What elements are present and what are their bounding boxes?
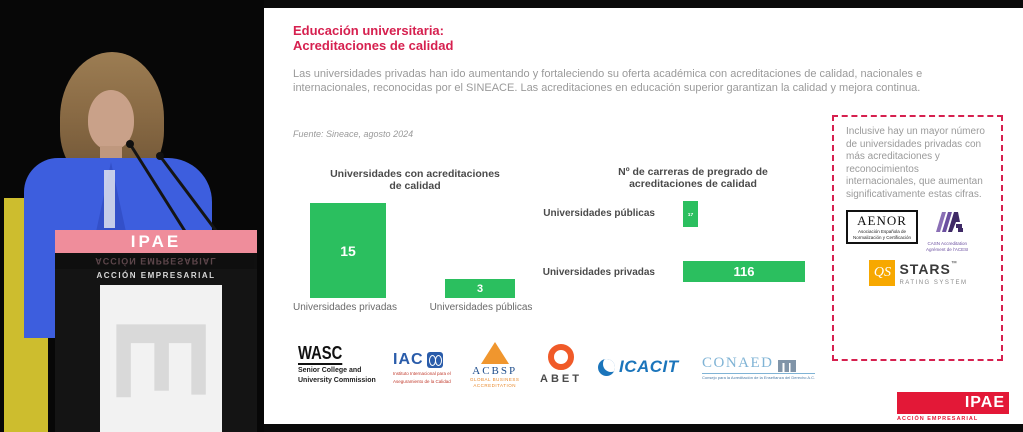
chart2-label-privadas: Universidades privadas	[542, 267, 655, 278]
presentation-slide: Educación universitaria: Acreditaciones …	[264, 8, 1023, 424]
callout-note-box: Inclusive hay un mayor número de univers…	[832, 115, 1003, 361]
speaker-lanyard	[104, 170, 115, 228]
acbsp-logo: ACBSP GLOBAL BUSINESS ACCREDITATION	[470, 342, 519, 388]
qs-stars-logo: QS STARS™ RATING SYSTEM	[846, 260, 991, 286]
slide-source: Fuente: Sineace, agosto 2024	[293, 129, 414, 139]
podium-glyph: E	[100, 315, 222, 402]
speaker-face	[88, 90, 134, 150]
acbsp-sunburst-icon	[480, 342, 509, 364]
ipae-footer-subtitle: ACCIÓN EMPRESARIAL	[897, 416, 979, 422]
iac-wordmark: IAC	[393, 351, 424, 368]
qs-rating-system-label: RATING SYSTEM	[899, 279, 968, 286]
casn-logo: CASN Accreditation Agrément de l'ACESI	[926, 210, 968, 252]
slide-title: Educación universitaria: Acreditaciones …	[293, 23, 453, 53]
qs-square-icon: QS	[869, 260, 896, 286]
chart1-bar-publicas-value: 3	[476, 282, 484, 295]
ipae-footer-logo: IPAE ACCIÓN EMPRESARIAL	[897, 392, 1009, 422]
abet-ring-icon	[547, 344, 574, 370]
icacit-swoosh-icon	[598, 358, 615, 376]
callout-note-text: Inclusive hay un mayor número de univers…	[846, 126, 985, 200]
chart1-bar-publicas: 3	[445, 279, 515, 298]
chart1-label-publicas: Universidades públicas	[429, 302, 533, 313]
slide-title-line1: Educación universitaria:	[293, 23, 444, 38]
conaed-logo: CONAED Consejo para la Acreditación de l…	[702, 355, 816, 380]
chart1-title: Universidades con acreditaciones de cali…	[330, 168, 500, 192]
icacit-wordmark: ICACIT	[619, 357, 679, 376]
iac-logo: IAC Instituto Internacional para el Aseg…	[393, 351, 451, 384]
slide-paragraph: Las universidades privadas han ido aumen…	[293, 68, 923, 94]
aenor-wordmark: AENOR	[857, 213, 907, 228]
chart2-bar-privadas-value: 116	[733, 264, 755, 279]
iac-emblem-icon	[426, 352, 443, 368]
conaed-building-icon	[777, 360, 796, 372]
podium-front-panel: E	[100, 285, 222, 432]
chart2-bar-privadas: 116	[683, 261, 805, 282]
chart2-label-publicas: Universidades públicas	[543, 208, 655, 219]
speaker-photo-panel: IPAE ACCIÓN EMPRESARIAL ACCIÓN EMPRESARI…	[0, 0, 264, 432]
casn-stripes-icon	[936, 212, 964, 232]
aenor-logo: AENOR Asociación Española de Normalizaci…	[846, 210, 919, 244]
chart2-bar-publicas-value: 17	[687, 211, 694, 217]
chart2-bar-publicas: 17	[683, 201, 698, 227]
ipae-wordmark: IPAE	[897, 392, 1009, 414]
chart1-label-privadas: Universidades privadas	[293, 302, 397, 313]
podium-brand: IPAE	[55, 230, 257, 253]
chart1-bar-privadas: 15	[310, 203, 386, 298]
conaed-wordmark: CONAED	[702, 355, 774, 371]
wasc-wordmark: WASC	[298, 343, 343, 365]
qs-tm-mark: ™	[950, 260, 957, 267]
abet-logo: ABET	[540, 344, 582, 385]
chart2-title: Nº de carreras de pregrado de acreditaci…	[618, 166, 768, 190]
icacit-logo: ICACIT	[598, 357, 679, 377]
wasc-logo: WASC Senior College and University Commi…	[298, 343, 376, 384]
abet-wordmark: ABET	[540, 373, 582, 385]
podium-reflection-text: ACCIÓN EMPRESARIAL	[55, 253, 257, 269]
slide-title-line2: Acreditaciones de calidad	[293, 38, 454, 53]
acbsp-wordmark: ACBSP	[472, 365, 518, 377]
chart1-bar-privadas-value: 15	[340, 242, 356, 259]
podium-subtitle: ACCIÓN EMPRESARIAL	[96, 271, 216, 280]
qs-stars-wordmark: STARS	[899, 260, 951, 277]
